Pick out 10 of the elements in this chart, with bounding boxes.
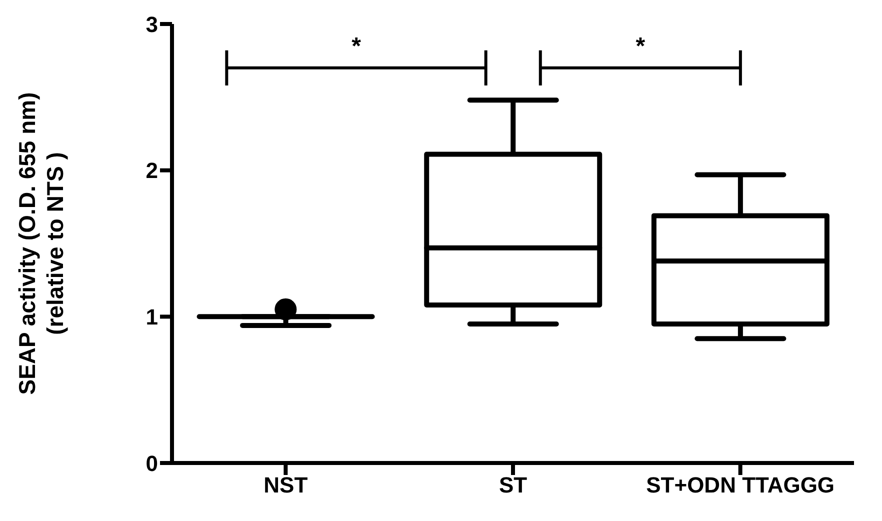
annotation: *: [352, 32, 362, 60]
annotation: *: [636, 32, 646, 60]
y-tick-label: 1: [146, 304, 158, 330]
x-tick-label: ST: [498, 472, 528, 498]
y-tick-label: 3: [146, 12, 158, 37]
y-axis-title: SEAP activity (O.D. 655 nm) (relative to NTS ): [14, 92, 68, 395]
x-tick-label: NST: [264, 472, 308, 498]
y-tick-label: 2: [146, 158, 158, 184]
y-tick-label: 0: [146, 450, 158, 476]
x-tick-label: ST+ODN TTAGGG: [646, 472, 835, 498]
